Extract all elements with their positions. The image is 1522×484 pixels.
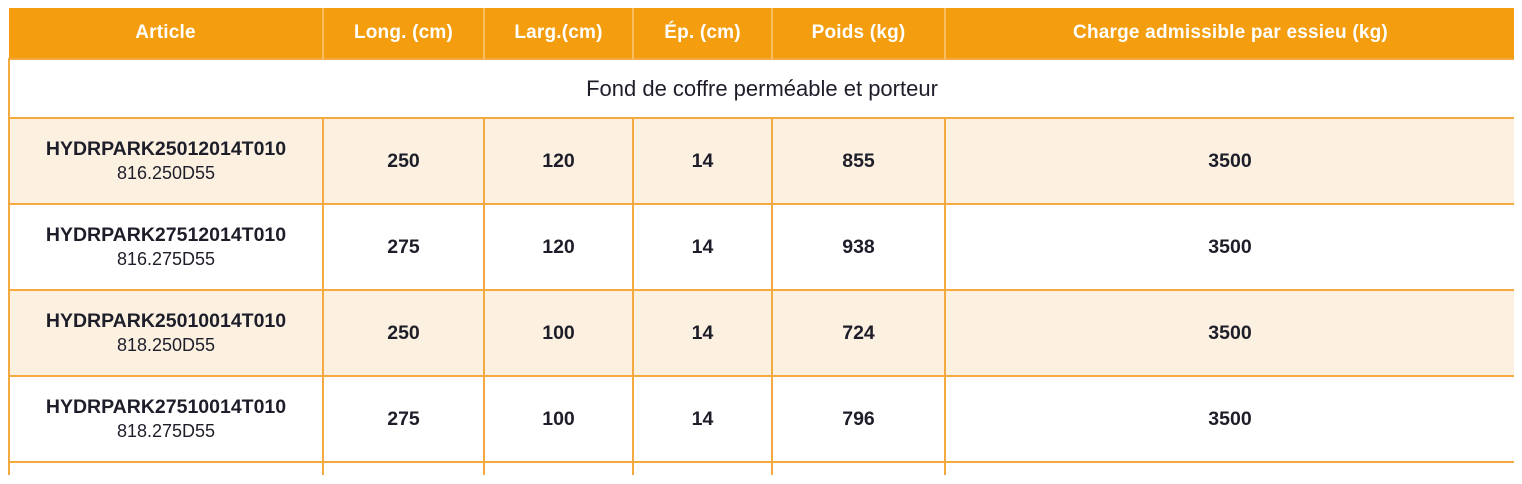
section-title: Fond de coffre perméable et porteur bbox=[8, 58, 1514, 119]
product-spec-table: Article Long. (cm) Larg.(cm) Ép. (cm) Po… bbox=[8, 8, 1514, 475]
thickness-cell: 14 bbox=[632, 375, 773, 463]
table-row: HYDRPARK27510014T010 818.275D55 275 100 … bbox=[8, 375, 1514, 463]
article-code: HYDRPARK27510014T010 bbox=[45, 395, 287, 418]
col-header-length: Long. (cm) bbox=[322, 8, 484, 59]
article-code: HYDRPARK25012014T010 bbox=[45, 137, 287, 160]
weight-cell: 796 bbox=[771, 375, 946, 463]
product-spec-table-wrapper: Article Long. (cm) Larg.(cm) Ép. (cm) Po… bbox=[8, 8, 1514, 477]
col-header-article: Article bbox=[9, 8, 323, 59]
weight-cell: 724 bbox=[771, 289, 946, 377]
article-ref: 818.250D55 bbox=[116, 334, 216, 355]
article-ref: 818.275D55 bbox=[116, 420, 216, 441]
article-code: HYDRPARK27512014T010 bbox=[45, 223, 287, 246]
table-row: HYDRPARK25012014T010 816.250D55 250 120 … bbox=[8, 117, 1514, 205]
length-cell: 275 bbox=[322, 375, 485, 463]
weight-cell: 938 bbox=[771, 203, 946, 291]
col-header-thickness: Ép. (cm) bbox=[632, 8, 772, 59]
thickness-cell: 14 bbox=[632, 117, 773, 205]
section-title-row: Fond de coffre perméable et porteur bbox=[8, 58, 1514, 119]
article-cell: HYDRPARK27510014T010 818.275D55 bbox=[8, 375, 324, 463]
width-cell: 100 bbox=[483, 289, 634, 377]
width-cell: 120 bbox=[483, 117, 634, 205]
table-row: HYDRPARK27512014T010 816.275D55 275 120 … bbox=[8, 203, 1514, 291]
axle-load-cell: 3500 bbox=[944, 289, 1514, 377]
article-cell: HYDRPARK27512014T010 816.275D55 bbox=[8, 203, 324, 291]
article-ref: 816.275D55 bbox=[116, 248, 216, 269]
length-cell: 250 bbox=[322, 289, 485, 377]
col-header-axle-load: Charge admissible par essieu (kg) bbox=[944, 8, 1514, 59]
col-header-width: Larg.(cm) bbox=[483, 8, 633, 59]
width-cell: 120 bbox=[483, 203, 634, 291]
table-header-row: Article Long. (cm) Larg.(cm) Ép. (cm) Po… bbox=[9, 8, 1514, 59]
article-cell: HYDRPARK25010014T010 818.250D55 bbox=[8, 289, 324, 377]
thickness-cell: 14 bbox=[632, 289, 773, 377]
axle-load-cell: 3500 bbox=[944, 117, 1514, 205]
article-ref: 816.250D55 bbox=[116, 162, 216, 183]
length-cell: 250 bbox=[322, 117, 485, 205]
col-header-weight: Poids (kg) bbox=[771, 8, 945, 59]
axle-load-cell: 3500 bbox=[944, 375, 1514, 463]
width-cell: 100 bbox=[483, 375, 634, 463]
length-cell: 275 bbox=[322, 203, 485, 291]
thickness-cell: 14 bbox=[632, 203, 773, 291]
weight-cell: 855 bbox=[771, 117, 946, 205]
cut-off-next-row bbox=[8, 461, 1514, 475]
axle-load-cell: 3500 bbox=[944, 203, 1514, 291]
article-cell: HYDRPARK25012014T010 816.250D55 bbox=[8, 117, 324, 205]
table-row: HYDRPARK25010014T010 818.250D55 250 100 … bbox=[8, 289, 1514, 377]
article-code: HYDRPARK25010014T010 bbox=[45, 309, 287, 332]
